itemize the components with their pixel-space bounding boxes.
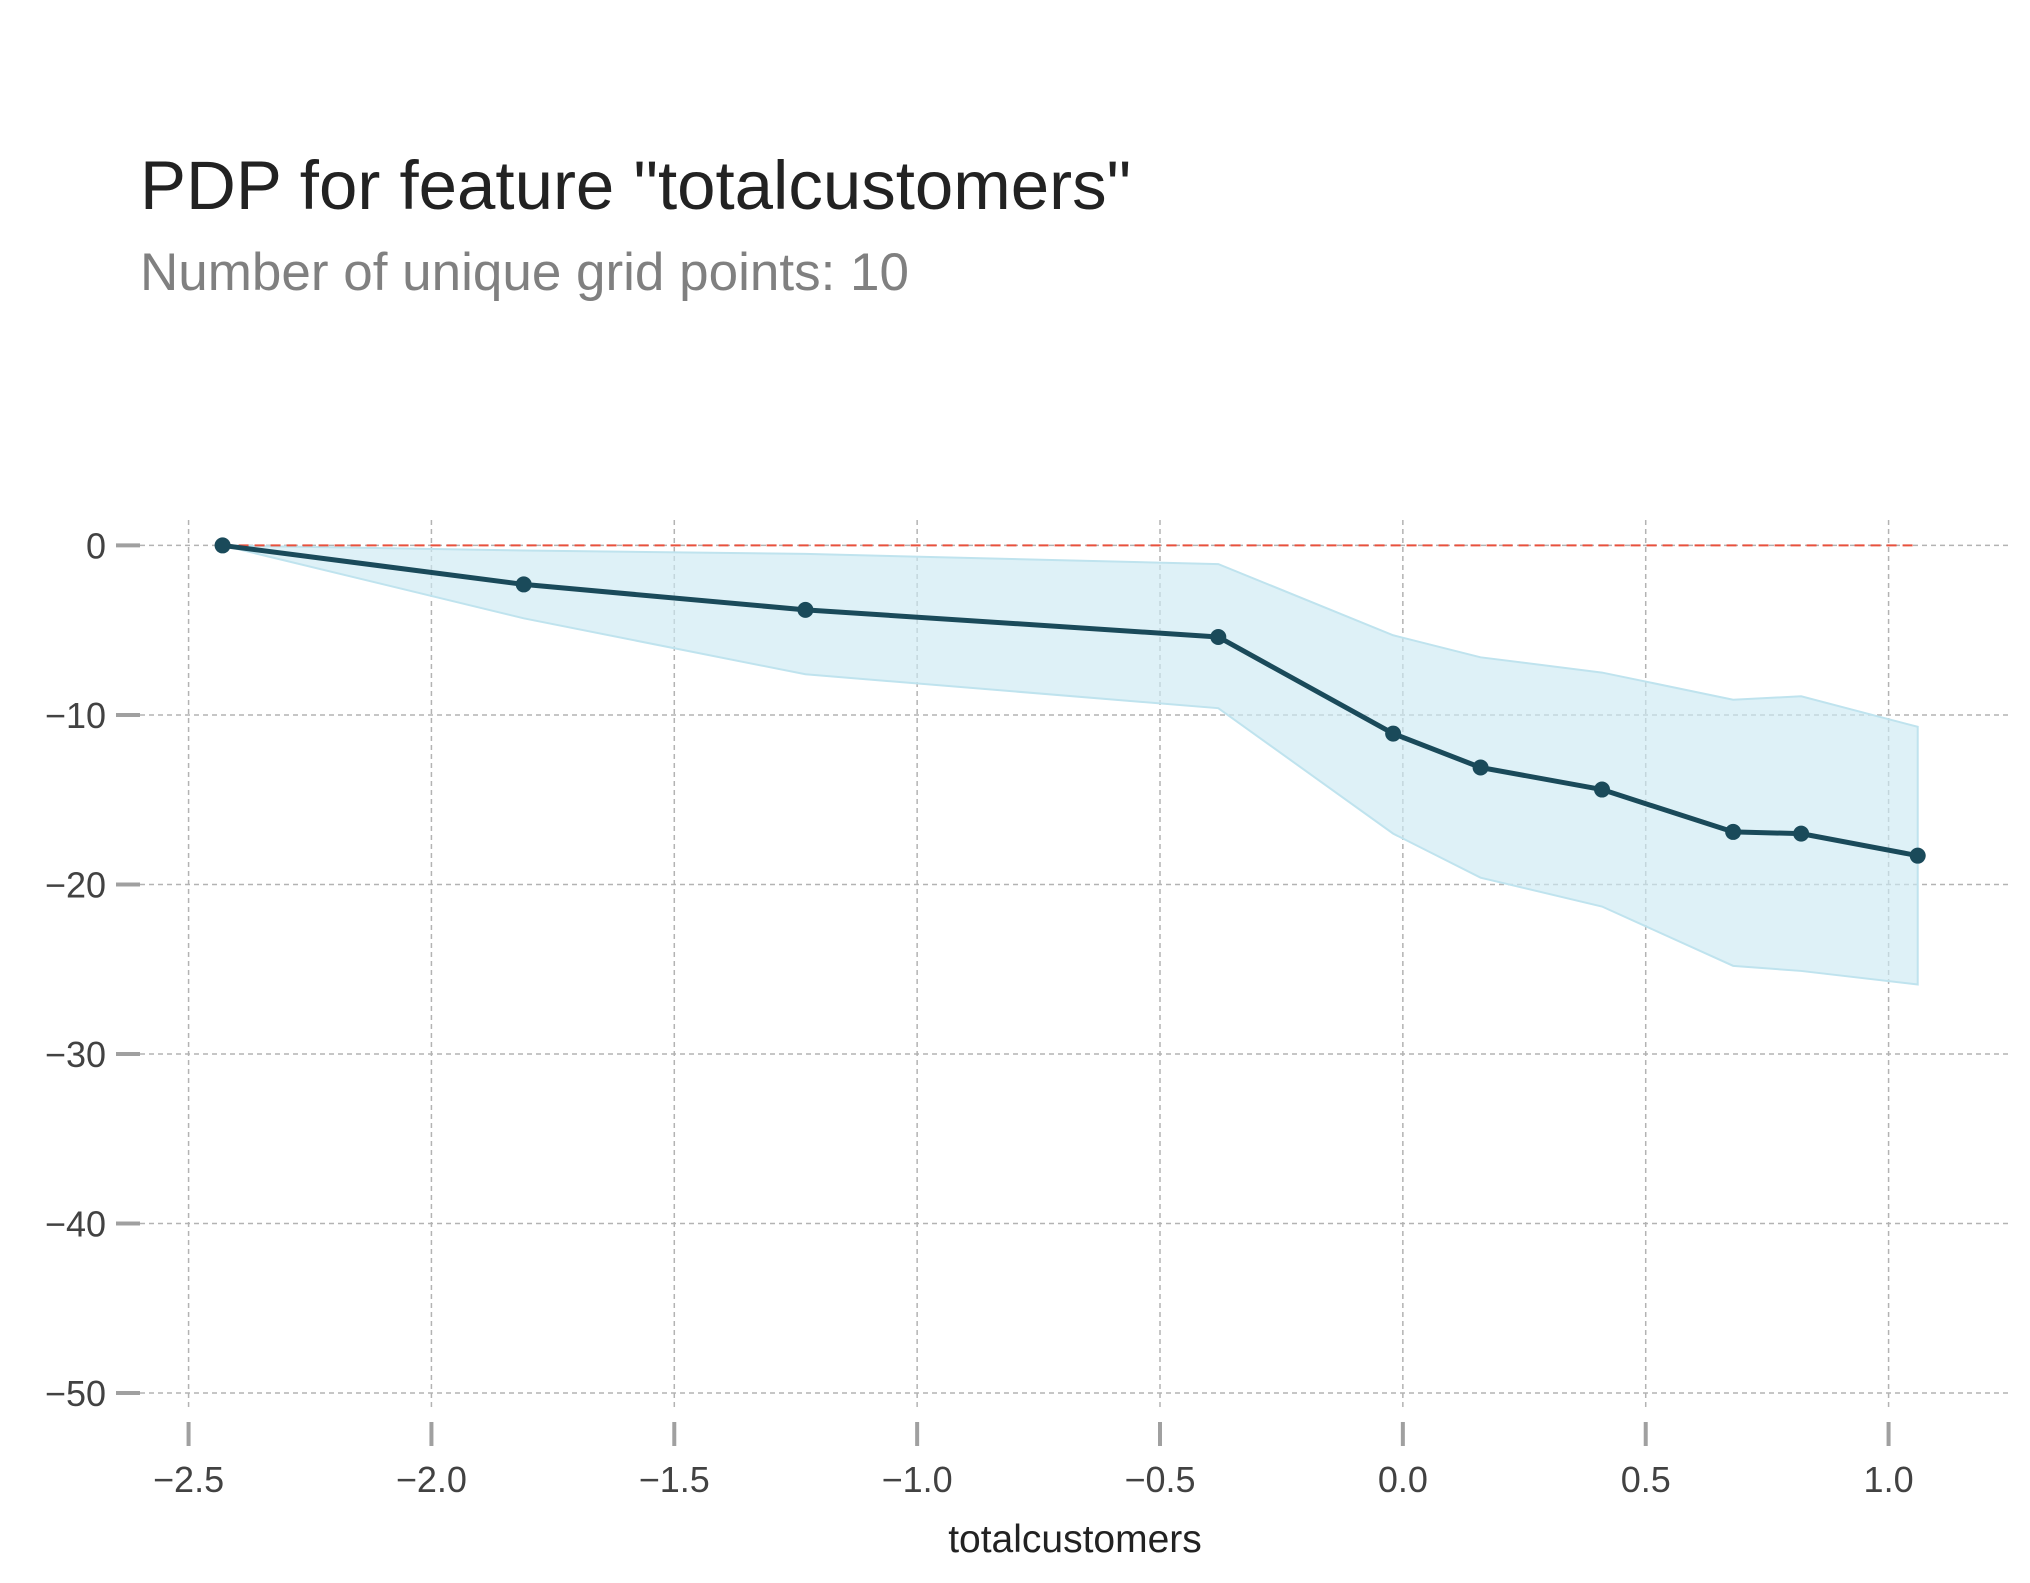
x-tick-label: 0.0 — [1378, 1459, 1428, 1500]
x-tick-label: −1.0 — [882, 1459, 953, 1500]
y-tick-label: −30 — [45, 1034, 106, 1075]
y-tick-label: −20 — [45, 864, 106, 905]
chart-title: PDP for feature "totalcustomers" — [140, 147, 1132, 224]
series-line-layer — [222, 542, 1919, 859]
chart-subtitle: Number of unique grid points: 10 — [140, 243, 909, 302]
axis-ticks: −2.5 −2.0 −1.5 −1.0 −0.5 0.0 0.5 1.0 0 −10 −20 −30 −… — [45, 525, 1914, 1500]
y-tick-label: −50 — [45, 1373, 106, 1414]
x-tick-label: −0.5 — [1124, 1459, 1195, 1500]
data-point — [797, 601, 814, 618]
data-point — [1210, 628, 1227, 645]
x-tick-label: −2.5 — [153, 1459, 224, 1500]
y-tick-label: 0 — [86, 525, 106, 566]
x-tick-label: −2.0 — [396, 1459, 467, 1500]
x-tick-label: −1.5 — [639, 1459, 710, 1500]
data-point — [1793, 825, 1810, 842]
data-point — [1594, 781, 1610, 798]
confidence-band-layer — [222, 544, 1919, 986]
data-point — [1472, 759, 1489, 776]
series-line — [222, 542, 1919, 859]
data-point — [1725, 823, 1742, 840]
y-tick-label: −10 — [45, 695, 106, 736]
x-axis-label: totalcustomers — [948, 1518, 1202, 1561]
x-tick-label: 0.5 — [1621, 1459, 1671, 1500]
series-points-layer — [214, 537, 1926, 864]
y-tick-label: −40 — [45, 1204, 106, 1245]
x-tick-label: 1.0 — [1864, 1459, 1914, 1500]
confidence-band — [222, 544, 1919, 986]
data-point — [515, 576, 532, 593]
data-point — [214, 537, 231, 554]
data-point — [1385, 725, 1402, 742]
data-point — [1909, 847, 1926, 864]
